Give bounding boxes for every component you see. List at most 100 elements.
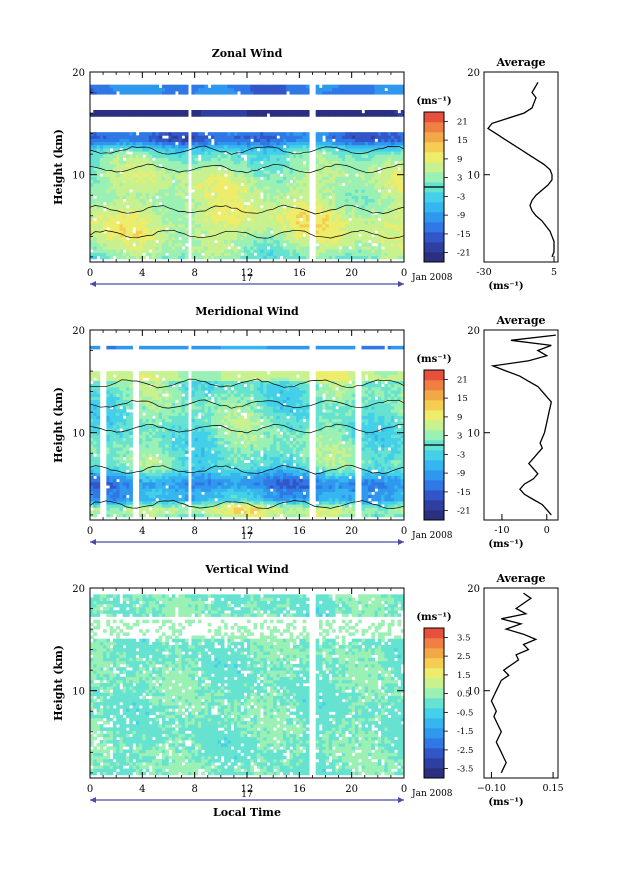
heatmap-cell	[168, 201, 173, 206]
heatmap-cell	[109, 491, 114, 496]
heatmap-cell	[371, 224, 375, 228]
heatmap-cell	[224, 157, 228, 162]
heatmap-cell	[328, 182, 333, 187]
heatmap-cell	[142, 236, 146, 241]
heatmap-cell	[96, 249, 101, 253]
heatmap-cell	[220, 148, 225, 152]
heatmap-cell	[129, 459, 133, 464]
heatmap-cell	[341, 110, 346, 114]
heatmap-cell	[354, 255, 359, 260]
heatmap-cell	[96, 428, 101, 432]
heatmap-cell	[237, 170, 241, 174]
heatmap-cell	[93, 421, 97, 426]
heatmap-cell	[116, 450, 120, 454]
heatmap-cell	[165, 198, 169, 203]
heatmap-cell	[282, 224, 287, 228]
heatmap-cell	[201, 154, 205, 158]
heatmap-cell	[318, 220, 323, 225]
heatmap-cell	[263, 163, 268, 168]
heatmap-cell	[96, 425, 101, 429]
heatmap-cell	[148, 380, 153, 385]
heatmap-cell	[260, 217, 264, 222]
heatmap-cell	[93, 478, 97, 483]
heatmap-cell	[142, 211, 146, 215]
heatmap-cell	[152, 450, 156, 454]
heatmap-cell	[135, 208, 140, 212]
heatmap-cell	[152, 176, 156, 181]
heatmap-cell	[318, 135, 323, 139]
heatmap-cell	[112, 412, 117, 416]
heatmap-cell	[191, 246, 196, 250]
heatmap-cell	[96, 217, 101, 222]
heatmap-cell	[361, 220, 366, 225]
heatmap-cell	[364, 205, 369, 209]
heatmap-cell	[322, 144, 326, 149]
heatmap-cell	[178, 157, 182, 162]
heatmap-cell	[201, 224, 205, 228]
heatmap-cell	[139, 192, 143, 196]
heatmap-cell	[243, 214, 248, 219]
heatmap-cell	[145, 144, 150, 149]
heatmap-cell	[106, 418, 111, 423]
heatmap-cell	[296, 148, 300, 152]
heatmap-cell	[142, 488, 146, 492]
heatmap-cell	[129, 510, 133, 515]
heatmap-cell	[191, 148, 196, 152]
heatmap-cell	[217, 144, 222, 149]
heatmap-cell	[273, 214, 277, 219]
heatmap-cell	[142, 173, 146, 177]
heatmap-cell	[266, 205, 271, 209]
heatmap-cell	[148, 144, 153, 149]
heatmap-cell	[286, 144, 290, 149]
heatmap-cell	[302, 154, 307, 158]
heatmap-cell	[204, 189, 209, 193]
heatmap-cell	[181, 163, 186, 168]
heatmap-cell	[122, 110, 127, 114]
heatmap-cell	[112, 456, 117, 461]
heatmap-cell	[207, 157, 212, 162]
heatmap-cell	[122, 87, 127, 92]
heatmap-cell	[214, 186, 218, 190]
heatmap-cell	[237, 157, 241, 162]
heatmap-cell	[325, 163, 330, 168]
heatmap-cell	[158, 437, 163, 442]
heatmap-cell	[247, 182, 251, 187]
heatmap-cell	[351, 173, 356, 177]
heatmap-cell	[103, 195, 107, 200]
heatmap-cell	[368, 205, 372, 209]
heatmap-cell	[377, 132, 382, 136]
heatmap-cell	[397, 243, 402, 247]
heatmap-cell	[90, 491, 94, 496]
heatmap-cell	[175, 148, 179, 152]
heatmap-cell	[116, 195, 120, 200]
heatmap-cell	[181, 87, 186, 92]
heatmap-cell	[96, 377, 101, 382]
heatmap-cell	[299, 189, 303, 193]
heatmap-cell	[286, 113, 290, 117]
heatmap-cell	[282, 138, 287, 143]
heatmap-cell	[400, 189, 405, 193]
heatmap-cell	[276, 84, 281, 89]
heatmap-cell	[305, 151, 310, 155]
heatmap-cell	[381, 163, 385, 168]
heatmap-cell	[155, 510, 160, 515]
heatmap-cell	[106, 478, 111, 483]
heatmap-cell	[116, 472, 120, 477]
heatmap-cell	[364, 220, 369, 225]
heatmap-cell	[296, 157, 300, 162]
heatmap-cell	[145, 425, 150, 429]
heatmap-cell	[139, 494, 143, 499]
heatmap-cell	[148, 399, 153, 404]
heatmap-cell	[142, 475, 146, 480]
heatmap-cell	[171, 132, 176, 136]
heatmap-cell	[387, 255, 392, 260]
heatmap-cell	[168, 214, 173, 219]
heatmap-cell	[112, 157, 117, 162]
heatmap-cell	[106, 510, 111, 515]
heatmap-cell	[374, 227, 379, 231]
heatmap-cell	[106, 380, 111, 385]
heatmap-cell	[387, 135, 392, 139]
heatmap-cell	[292, 208, 297, 212]
heatmap-cell	[129, 135, 133, 139]
heatmap-cell	[266, 176, 271, 181]
